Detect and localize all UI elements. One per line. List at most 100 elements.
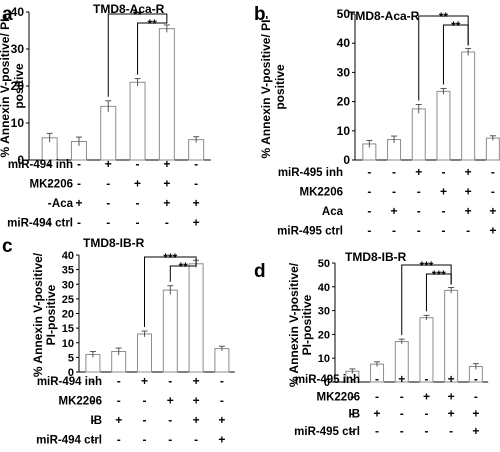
y-tick-label: 50 [337, 7, 351, 21]
y-tick-label: 20 [11, 79, 25, 93]
y-tick-label: 0 [68, 367, 74, 379]
condition-label: Aca [52, 198, 74, 210]
condition-mark: - [117, 433, 121, 447]
significance-label: ** [148, 17, 158, 31]
condition-mark: - [350, 407, 354, 421]
significance-bracket [144, 256, 197, 328]
condition-mark: - [375, 372, 379, 386]
condition-label: IB [349, 409, 361, 421]
condition-mark: + [163, 157, 170, 171]
y-tick-label: 10 [318, 353, 330, 365]
condition-mark: - [91, 394, 95, 408]
condition-label: MK2206 [317, 391, 360, 403]
condition-mark: - [417, 204, 421, 218]
condition-mark: - [143, 413, 147, 427]
y-tick-label: 40 [62, 250, 74, 262]
y-tick-label: 0 [17, 153, 24, 167]
condition-mark: - [392, 165, 396, 179]
y-tick-label: 0 [343, 153, 350, 167]
condition-label: miR-495 inh [295, 374, 360, 386]
bar-5 [158, 28, 175, 161]
condition-mark: - [424, 372, 428, 386]
condition-mark: - [77, 177, 81, 191]
y-axis-label-line: % Annexin V-positive/ PI- [0, 15, 12, 158]
condition-mark: - [194, 433, 198, 447]
condition-mark: - [48, 177, 52, 191]
condition-mark: + [218, 413, 225, 427]
condition-mark: - [441, 204, 445, 218]
condition-mark: - [392, 185, 396, 199]
y-tick-label: 40 [337, 36, 351, 50]
condition-mark: - [350, 424, 354, 438]
condition-mark: - [220, 394, 224, 408]
condition-label: miR-494 ctrl [36, 435, 102, 447]
y-axis-label-line: % Annexin V-positive/ [287, 262, 301, 387]
y-axis-label: % Annexin V-positive/PI-positive [31, 252, 58, 377]
condition-mark: - [392, 224, 396, 238]
bar-4 [436, 90, 451, 161]
condition-mark: - [194, 177, 198, 191]
condition-mark: + [374, 407, 381, 421]
condition-mark: - [367, 165, 371, 179]
condition-mark: + [193, 196, 200, 210]
bar-3 [411, 108, 426, 161]
condition-mark: - [441, 224, 445, 238]
condition-mark: - [77, 216, 81, 230]
condition-mark: + [448, 407, 455, 421]
y-tick-label: 50 [318, 258, 330, 270]
condition-mark: - [220, 374, 224, 388]
condition-mark: + [193, 216, 200, 230]
condition-mark: - [424, 424, 428, 438]
condition-label: Aca [322, 206, 344, 218]
condition-label: miR-494 ctrl [7, 218, 73, 230]
condition-mark: + [391, 204, 398, 218]
condition-mark: + [167, 394, 174, 408]
condition-mark: + [472, 424, 479, 438]
y-axis-label: % Annexin V-positive/ PI-positive [0, 15, 26, 158]
condition-mark: - [165, 216, 169, 230]
condition-mark: - [194, 157, 198, 171]
y-tick-label: 30 [337, 65, 351, 79]
condition-mark: + [105, 157, 112, 171]
significance-bracket [442, 24, 469, 85]
panel-letter: a [2, 4, 13, 25]
y-tick-label: 30 [11, 42, 25, 56]
y-axis-label-line: PI-positive [300, 294, 314, 355]
condition-mark: + [75, 196, 82, 210]
bar-5 [444, 289, 459, 383]
condition-mark: + [489, 224, 496, 238]
condition-mark: + [440, 185, 447, 199]
y-tick-label: 15 [62, 323, 74, 335]
condition-mark: - [91, 433, 95, 447]
condition-mark: - [106, 216, 110, 230]
y-tick-label: 10 [62, 338, 74, 350]
y-tick-label: 25 [62, 294, 74, 306]
condition-mark: - [91, 413, 95, 427]
condition-mark: - [48, 216, 52, 230]
condition-mark: - [491, 165, 495, 179]
panel-title: TMD8-Aca-R [93, 2, 165, 16]
significance-bracket [169, 257, 197, 282]
condition-mark: - [400, 389, 404, 403]
condition-mark: + [465, 165, 472, 179]
condition-label: MK2206 [300, 187, 343, 199]
condition-mark: - [417, 224, 421, 238]
condition-mark: - [106, 177, 110, 191]
y-tick-label: 30 [62, 279, 74, 291]
condition-mark: - [136, 157, 140, 171]
condition-mark: + [134, 177, 141, 191]
condition-mark: + [115, 413, 122, 427]
y-tick-label: 5 [68, 352, 74, 364]
panel-letter: c [2, 236, 13, 257]
panel-letter: d [254, 261, 266, 282]
y-axis-label-line: PI-positive [44, 284, 58, 345]
y-tick-label: 20 [318, 329, 330, 341]
condition-mark: - [48, 196, 52, 210]
condition-mark: - [375, 389, 379, 403]
significance-label: ** [179, 260, 189, 274]
condition-mark: - [367, 224, 371, 238]
condition-mark: + [465, 204, 472, 218]
condition-mark: - [143, 394, 147, 408]
condition-mark: + [193, 394, 200, 408]
